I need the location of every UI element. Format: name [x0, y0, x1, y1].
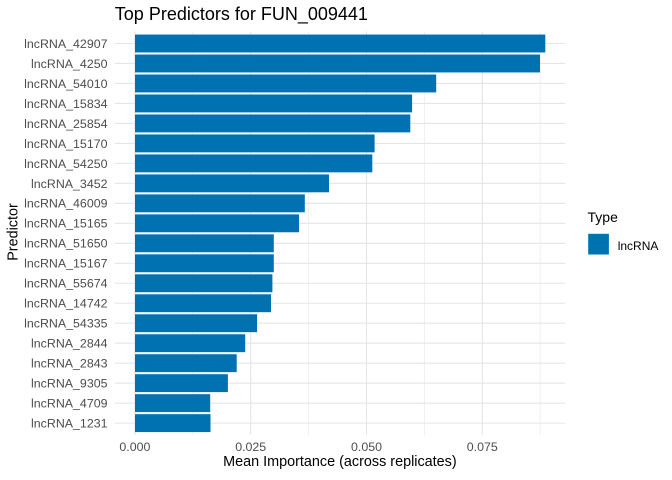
svg-text:lncRNA_25854: lncRNA_25854	[24, 117, 107, 131]
svg-text:0.050: 0.050	[351, 440, 382, 454]
svg-text:0.000: 0.000	[119, 440, 150, 454]
svg-text:0.025: 0.025	[235, 440, 266, 454]
svg-text:lncRNA_46009: lncRNA_46009	[24, 197, 107, 211]
svg-text:lncRNA_2843: lncRNA_2843	[31, 357, 108, 371]
svg-text:lncRNA_15170: lncRNA_15170	[24, 137, 107, 151]
svg-text:Top Predictors for FUN_009441: Top Predictors for FUN_009441	[115, 4, 368, 25]
svg-text:lncRNA_3452: lncRNA_3452	[31, 177, 108, 191]
svg-text:lncRNA: lncRNA	[618, 239, 659, 253]
svg-text:Mean Importance (across replic: Mean Importance (across replicates)	[223, 454, 457, 470]
svg-text:lncRNA_55674: lncRNA_55674	[24, 277, 107, 291]
svg-text:0.075: 0.075	[467, 440, 498, 454]
svg-text:lncRNA_54335: lncRNA_54335	[24, 317, 107, 331]
svg-text:Type: Type	[588, 209, 619, 225]
svg-text:Predictor: Predictor	[6, 203, 22, 261]
svg-text:lncRNA_54250: lncRNA_54250	[24, 157, 107, 171]
svg-text:lncRNA_4250: lncRNA_4250	[31, 57, 108, 71]
svg-text:lncRNA_51650: lncRNA_51650	[24, 237, 107, 251]
svg-text:lncRNA_14742: lncRNA_14742	[24, 297, 107, 311]
svg-text:lncRNA_15834: lncRNA_15834	[24, 97, 107, 111]
svg-text:lncRNA_1231: lncRNA_1231	[31, 417, 108, 431]
svg-text:lncRNA_42907: lncRNA_42907	[24, 37, 107, 51]
svg-text:lncRNA_9305: lncRNA_9305	[31, 377, 108, 391]
svg-text:lncRNA_54010: lncRNA_54010	[24, 77, 107, 91]
svg-text:lncRNA_2844: lncRNA_2844	[31, 337, 108, 351]
svg-text:lncRNA_15165: lncRNA_15165	[24, 217, 107, 231]
svg-text:lncRNA_15167: lncRNA_15167	[24, 257, 107, 271]
svg-text:lncRNA_4709: lncRNA_4709	[31, 397, 108, 411]
